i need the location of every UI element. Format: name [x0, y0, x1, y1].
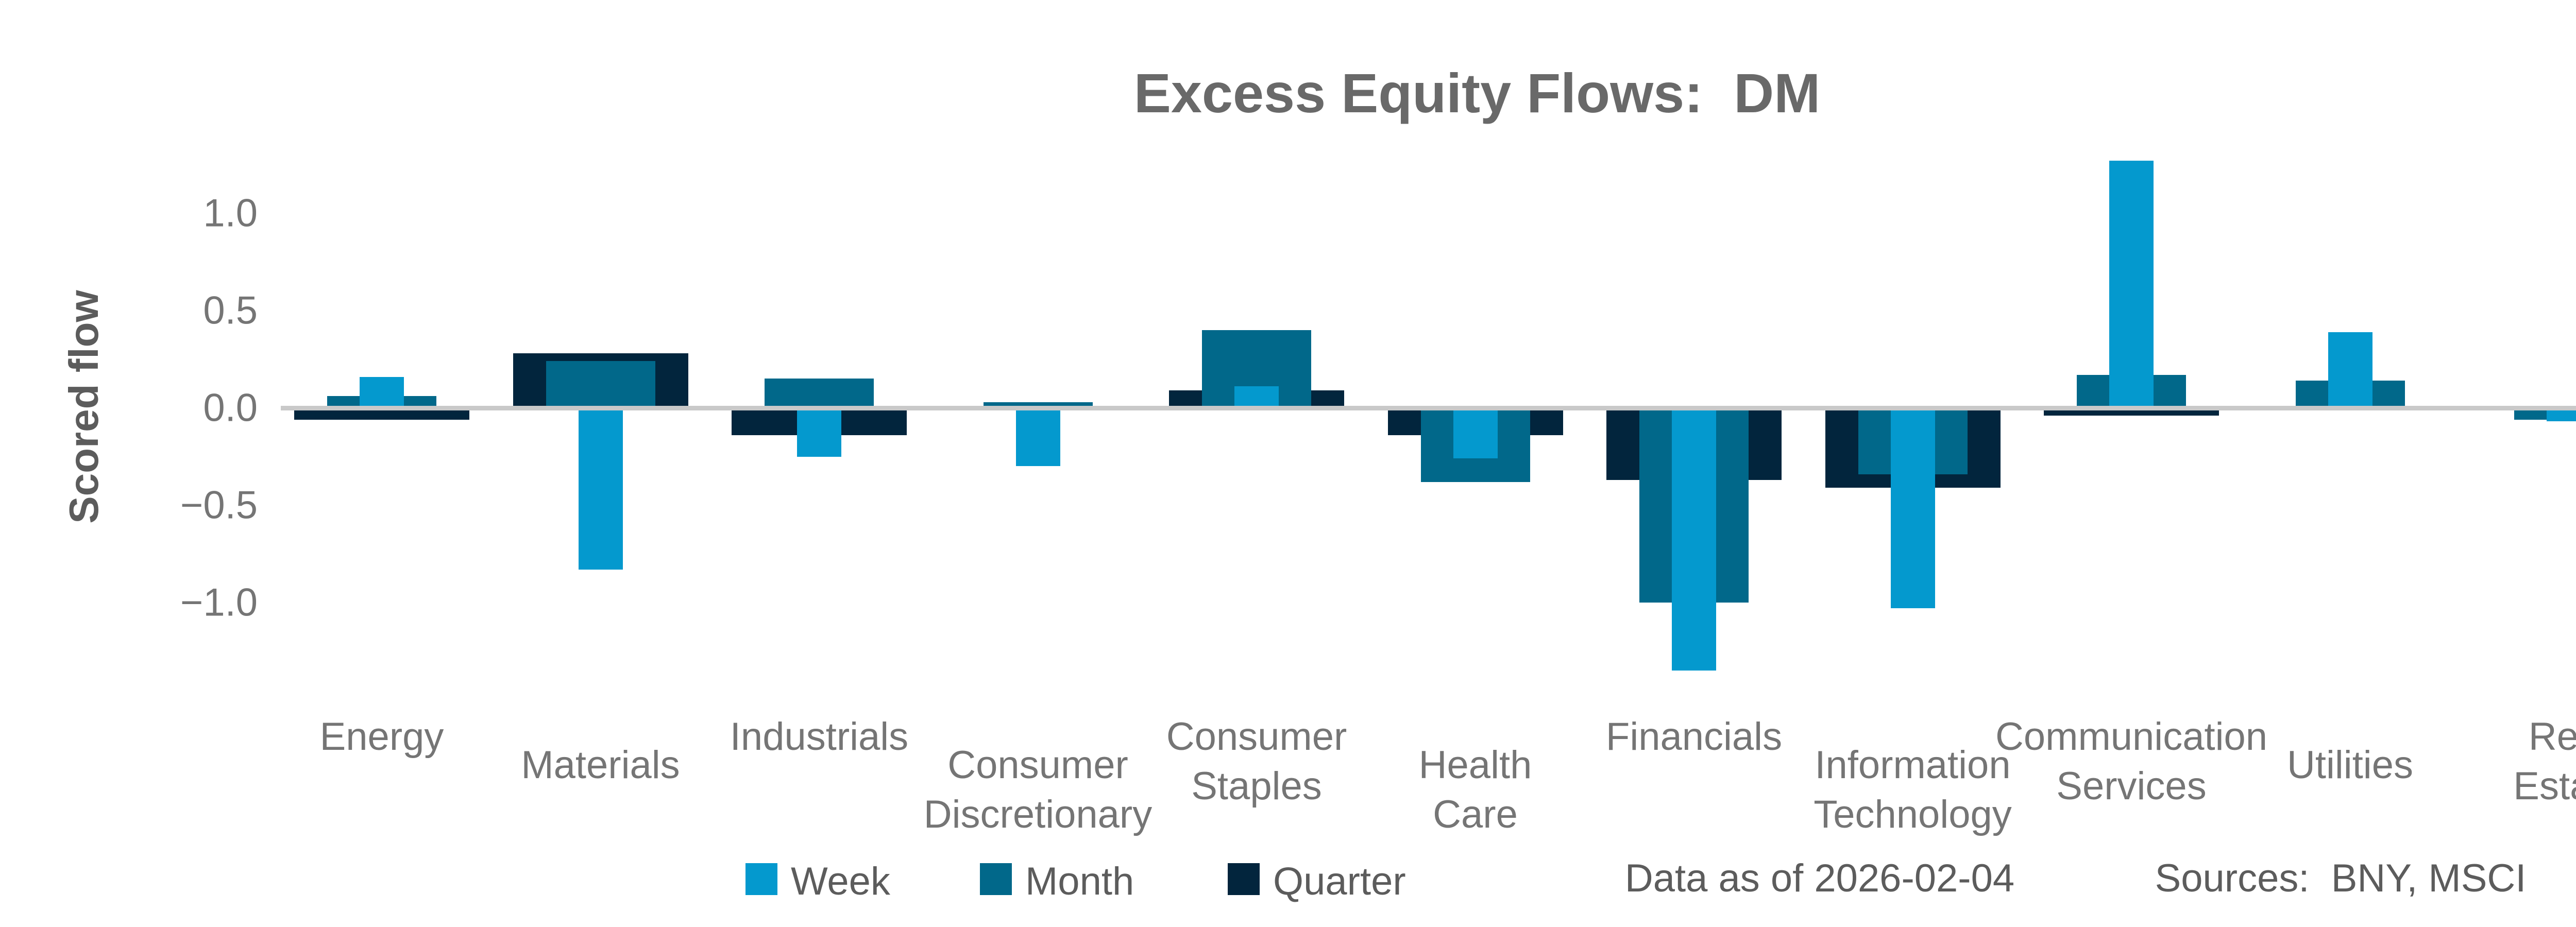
x-label-energy: Energy — [319, 715, 444, 759]
x-label-industrials: Industrials — [730, 715, 909, 759]
week-swatch-icon — [745, 863, 777, 895]
sources-note: Sources: BNY, MSCI — [2155, 856, 2527, 900]
x-label-health-care: Health Care — [1418, 743, 1532, 836]
bar-week-materials — [578, 408, 623, 570]
bar-month-industrials — [765, 379, 874, 408]
bar-week-consumer-discretionary — [1015, 408, 1060, 467]
data-as-of-note: Data as of 2026-02-04 — [1624, 856, 2015, 900]
y-tick-label: −1.0 — [180, 580, 258, 625]
bar-month-consumer-discretionary — [983, 402, 1093, 408]
x-label-communication-services: Communication Services — [1995, 715, 2267, 808]
legend-label-month: Month — [1025, 860, 1134, 903]
bar-week-consumer-staples — [1234, 386, 1279, 408]
zero-gridline — [281, 406, 2576, 410]
month-swatch-icon — [980, 863, 1012, 895]
x-label-information-technology: Information Technology — [1814, 743, 2012, 836]
x-label-consumer-discretionary: Consumer Discretionary — [923, 743, 1153, 836]
bar-quarter-energy — [294, 408, 469, 420]
legend-label-quarter: Quarter — [1273, 860, 1406, 903]
bar-week-communication-services — [2109, 160, 2154, 408]
x-label-financials: Financials — [1605, 715, 1783, 759]
bar-week-utilities — [2328, 332, 2372, 408]
x-label-utilities: Utilities — [2287, 743, 2413, 787]
legend-label-week: Week — [791, 860, 890, 903]
quarter-swatch-icon — [1228, 863, 1260, 895]
y-tick-label: 1.0 — [203, 191, 258, 235]
bar-month-materials — [546, 361, 655, 408]
y-tick-label: 0.0 — [203, 386, 258, 430]
x-label-real-estate: RealEstate — [2513, 715, 2576, 808]
y-tick-label: 0.5 — [203, 288, 258, 333]
x-label-materials: Materials — [521, 743, 680, 787]
bar-week-health-care — [1453, 408, 1498, 459]
bar-week-financials — [1672, 408, 1716, 671]
bar-week-information-technology — [1890, 408, 1935, 609]
y-tick-label: −0.5 — [180, 483, 258, 527]
bar-week-energy — [360, 376, 404, 408]
x-label-consumer-staples: Consumer Staples — [1166, 715, 1347, 808]
chart-title: Excess Equity Flows: DM — [1133, 62, 1821, 124]
bar-week-industrials — [797, 408, 841, 457]
